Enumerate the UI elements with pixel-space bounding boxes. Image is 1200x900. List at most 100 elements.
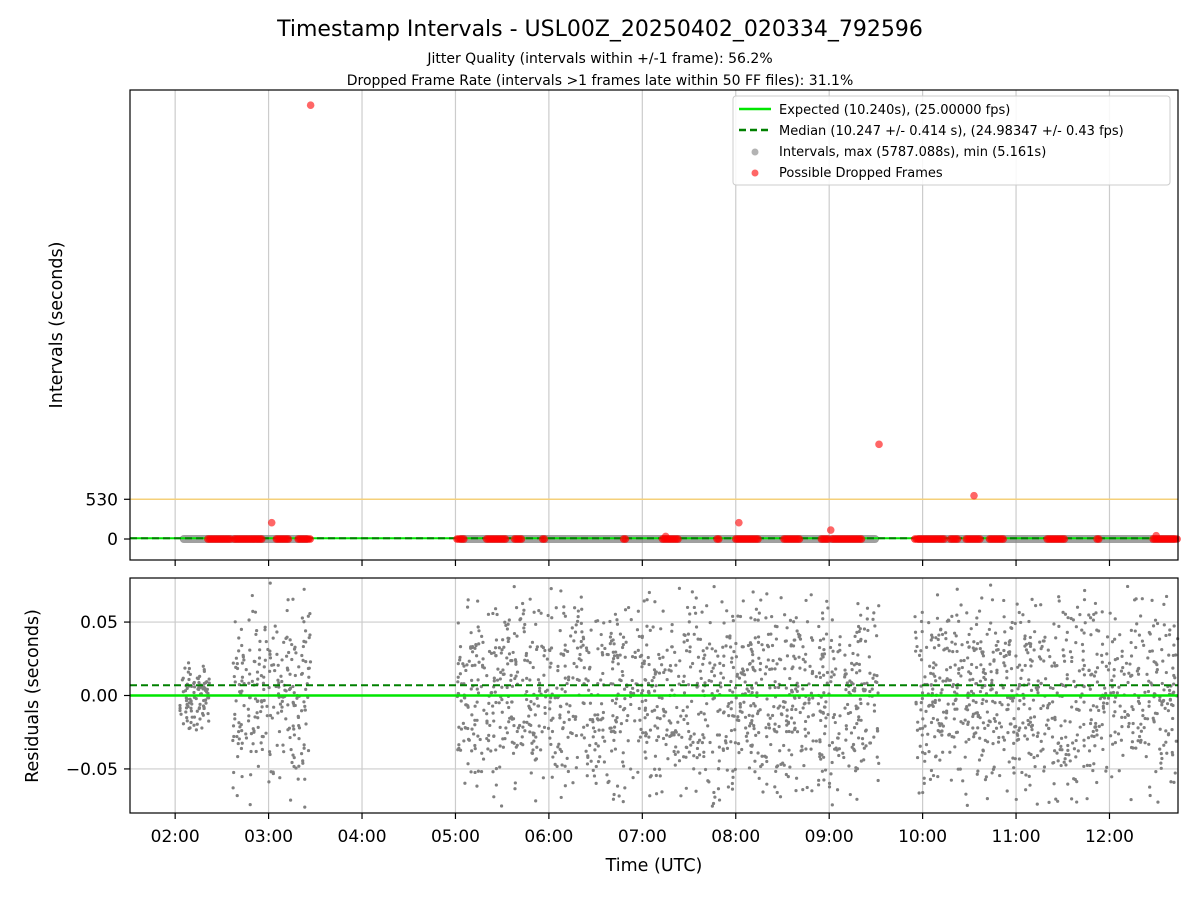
residual-point	[1137, 633, 1142, 637]
residual-point	[1165, 702, 1170, 706]
residual-point	[784, 686, 788, 690]
residual-point	[275, 652, 279, 656]
residual-point	[1094, 611, 1098, 615]
residual-point	[644, 731, 648, 735]
residual-point	[1035, 754, 1040, 758]
residual-point	[470, 678, 474, 682]
residual-point	[749, 616, 753, 620]
residual-point	[459, 727, 464, 731]
residual-point	[823, 732, 827, 736]
residual-point	[563, 676, 567, 680]
residual-point	[492, 651, 496, 655]
residual-point	[857, 715, 861, 719]
residual-point	[202, 669, 206, 673]
residual-point	[561, 727, 565, 731]
residual-point	[710, 669, 714, 674]
dropped-frame-point	[976, 535, 984, 543]
dropped-frame-point	[517, 535, 526, 543]
residual-point	[735, 672, 739, 676]
residual-point	[991, 742, 995, 746]
residual-point	[775, 790, 779, 795]
residual-point	[843, 668, 847, 672]
legend-intervals-label: Intervals, max (5787.088s), min (5.161s)	[779, 145, 1046, 160]
residual-point	[1028, 720, 1032, 724]
residual-point	[725, 746, 730, 750]
residual-point	[1080, 642, 1085, 647]
residual-point	[792, 654, 796, 658]
residual-point	[952, 717, 956, 721]
residual-point	[724, 644, 728, 648]
residual-point	[847, 690, 851, 695]
residual-point	[202, 698, 206, 703]
residual-point	[1095, 652, 1099, 656]
residual-point	[830, 670, 834, 674]
residual-point	[251, 609, 255, 614]
residual-point	[575, 619, 580, 623]
x-tick-label: 05:00	[431, 827, 480, 847]
residual-point	[473, 770, 477, 775]
residual-point	[477, 660, 481, 664]
residual-point	[463, 696, 467, 700]
residual-point	[729, 740, 733, 744]
residual-point	[1142, 726, 1146, 730]
residual-point	[611, 650, 615, 654]
residual-point	[967, 632, 971, 637]
residual-point	[713, 795, 717, 799]
residual-point	[1047, 726, 1051, 731]
residual-point	[493, 607, 498, 611]
residual-point	[993, 701, 997, 705]
residual-point	[1047, 800, 1051, 804]
residual-point	[920, 750, 925, 754]
residual-point	[931, 773, 936, 778]
residual-point	[1107, 661, 1112, 665]
residual-point	[1127, 721, 1131, 726]
residual-point	[470, 713, 474, 717]
residual-point	[850, 661, 854, 665]
residual-point	[1070, 705, 1074, 709]
residual-point	[1022, 696, 1026, 700]
x-axis-label: Time (UTC)	[605, 856, 703, 876]
residual-point	[933, 674, 937, 678]
residual-point	[531, 748, 535, 752]
residual-point	[838, 648, 842, 652]
residual-point	[487, 701, 491, 706]
residual-point	[756, 709, 760, 713]
residual-point	[579, 658, 583, 662]
residual-point	[852, 725, 857, 730]
residual-point	[509, 678, 513, 682]
residual-point	[580, 607, 584, 611]
residual-point	[1010, 620, 1014, 625]
residual-point	[877, 761, 881, 765]
residual-point	[563, 690, 567, 694]
residual-point	[1164, 740, 1168, 744]
residual-point	[622, 687, 627, 691]
residual-point	[287, 726, 292, 730]
residual-point	[580, 630, 584, 634]
residual-point	[1069, 616, 1073, 621]
residual-point	[802, 763, 806, 768]
residual-point	[795, 629, 799, 633]
dropped-frame-point	[735, 518, 743, 527]
residual-point	[1120, 715, 1124, 720]
residual-point	[1055, 664, 1059, 668]
residual-point	[935, 593, 940, 597]
residual-point	[1147, 700, 1151, 704]
residual-point	[264, 639, 268, 644]
residual-point	[1150, 598, 1154, 602]
dropped-frame-point	[661, 532, 670, 541]
residual-point	[201, 687, 205, 691]
residual-point	[240, 643, 244, 648]
residual-point	[559, 795, 563, 800]
residual-point	[268, 669, 272, 674]
residual-point	[550, 775, 554, 779]
residual-point	[1028, 783, 1032, 787]
residual-point	[527, 722, 531, 726]
residual-point	[788, 618, 793, 622]
residual-point	[1095, 780, 1099, 785]
residual-point	[688, 612, 692, 616]
residual-point	[936, 637, 940, 642]
residual-point	[1085, 797, 1089, 801]
residual-point	[998, 700, 1002, 705]
residual-point	[1014, 724, 1018, 729]
residual-point	[529, 771, 533, 775]
